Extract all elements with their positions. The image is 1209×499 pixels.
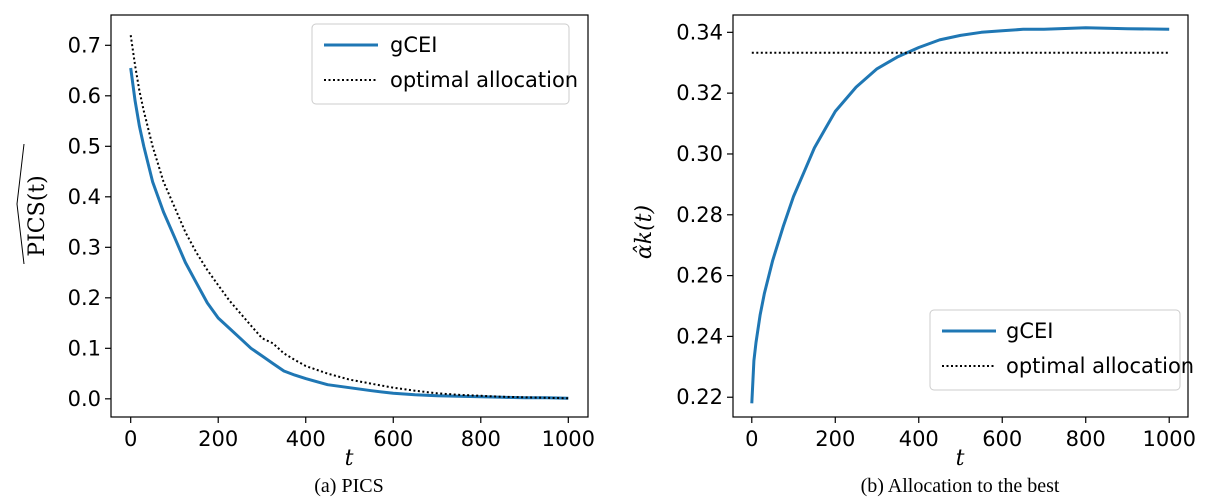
allocation-x-tick-label: 600	[982, 427, 1022, 451]
allocation-y-axis-label-text: α̂k(t)	[632, 205, 657, 259]
allocation-legend-gcei-label: gCEI	[1006, 319, 1053, 343]
pics-y-tick-label: 0.0	[68, 387, 101, 411]
pics-y-tick-label: 0.4	[68, 185, 101, 209]
allocation-y-tick-label: 0.32	[676, 81, 723, 105]
allocation-x-axis-label: t	[956, 446, 965, 471]
chart-allocation: 0 200 400 600 800 1000 0.22 0.24 0.26 0.28 0.30 0.3…	[632, 14, 1196, 497]
allocation-y-tick-label: 0.22	[676, 385, 723, 409]
pics-series-gcei-line	[129, 67, 569, 400]
pics-ticks: 0 200 400 600 800 1000 0.0 0.1 0.2 0.3 0.4 0.5 0.6 0.…	[68, 33, 595, 451]
pics-y-tick-label: 0.7	[68, 33, 101, 57]
pics-x-tick-label: 1000	[542, 427, 595, 451]
pics-x-tick-label: 200	[198, 427, 238, 451]
pics-axes-frame	[110, 14, 589, 418]
allocation-x-tick-label: 200	[815, 427, 855, 451]
pics-y-tick-label: 0.5	[68, 134, 101, 158]
allocation-series-gcei-line	[750, 26, 1170, 404]
allocation-legend: gCEI optimal allocation	[929, 309, 1194, 391]
allocation-lines	[750, 26, 1170, 404]
pics-legend-gcei-label: gCEI	[390, 33, 437, 57]
allocation-y-tick-label: 0.34	[676, 20, 723, 44]
allocation-x-tick-label: 800	[1066, 427, 1106, 451]
pics-x-tick-label: 800	[461, 427, 501, 451]
pics-lines	[129, 35, 569, 400]
allocation-y-tick-label: 0.26	[676, 264, 723, 288]
allocation-x-tick-label: 1000	[1142, 427, 1195, 451]
allocation-y-tick-label: 0.30	[676, 142, 723, 166]
pics-legend: gCEI optimal allocation	[311, 23, 578, 105]
pics-legend-box	[311, 23, 570, 105]
allocation-x-tick-label: 400	[899, 427, 939, 451]
pics-y-tick-label: 0.1	[68, 336, 101, 360]
pics-legend-optimal-label: optimal allocation	[390, 68, 578, 92]
allocation-ticks: 0 200 400 600 800 1000 0.22 0.24 0.26 0.28 0.30 0.3…	[676, 20, 1196, 451]
allocation-y-axis-label: α̂k(t)	[632, 205, 657, 259]
allocation-y-tick-label: 0.24	[676, 324, 723, 348]
pics-series-optimal-line	[129, 35, 569, 400]
pics-x-tick-label: 600	[373, 427, 413, 451]
pics-x-tick-label: 400	[286, 427, 326, 451]
caption-a: (a) PICS	[314, 475, 383, 497]
allocation-legend-optimal-label: optimal allocation	[1006, 354, 1194, 378]
pics-y-label-hat	[16, 143, 25, 265]
pics-y-tick-label: 0.3	[68, 235, 101, 259]
chart-pics: 0 200 400 600 800 1000 0.0 0.1 0.2 0.3 0.4 0.5 0.6 0.…	[16, 14, 595, 497]
allocation-x-tick-label: 0	[745, 427, 758, 451]
pics-x-axis-label: t	[345, 446, 354, 471]
pics-y-axis-label: PICS(t)	[16, 143, 50, 265]
pics-y-tick-label: 0.2	[68, 286, 101, 310]
allocation-y-tick-label: 0.28	[676, 203, 723, 227]
pics-y-tick-label: 0.6	[68, 84, 101, 108]
allocation-axes-frame	[732, 14, 1189, 418]
caption-b: (b) Allocation to the best	[861, 475, 1060, 497]
pics-x-tick-label: 0	[124, 427, 137, 451]
allocation-legend-box	[929, 309, 1181, 391]
pics-y-axis-label-text: PICS(t)	[25, 175, 50, 256]
